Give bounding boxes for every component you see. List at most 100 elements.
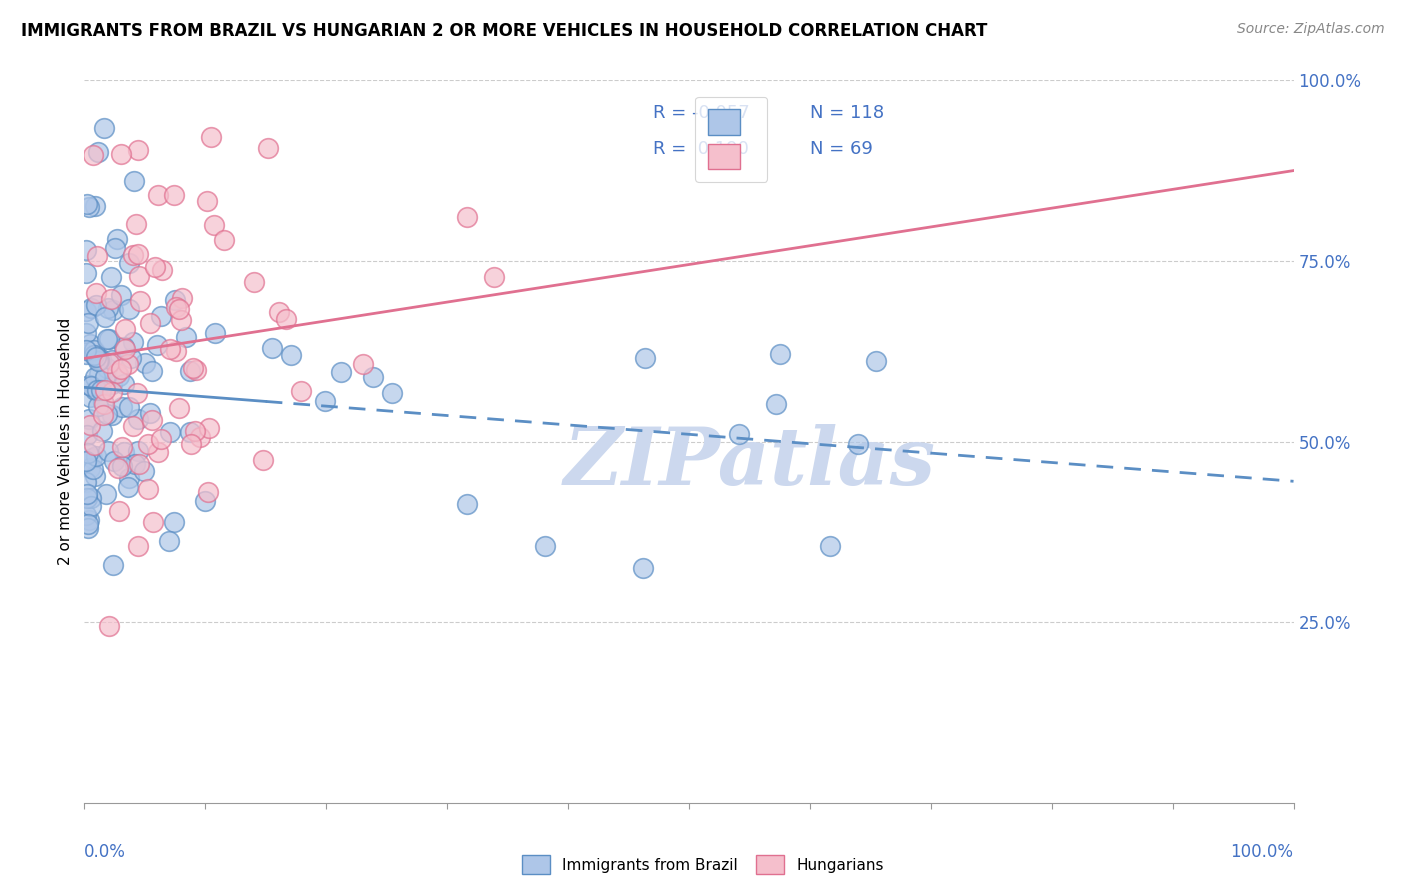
Point bbox=[120, 351, 142, 365]
Point bbox=[94, 310, 117, 324]
Point bbox=[80, 500, 103, 514]
Point bbox=[90, 352, 112, 367]
Point bbox=[82, 462, 104, 476]
Point bbox=[84, 468, 107, 483]
Point bbox=[143, 260, 166, 274]
Point bbox=[170, 291, 193, 305]
Point bbox=[96, 407, 118, 421]
Point bbox=[163, 516, 186, 530]
Point bbox=[76, 487, 98, 501]
Point bbox=[97, 444, 120, 458]
Point bbox=[105, 366, 128, 380]
Point bbox=[84, 450, 107, 464]
Point bbox=[101, 384, 124, 399]
Point bbox=[150, 309, 173, 323]
Point bbox=[84, 350, 107, 364]
Point bbox=[75, 266, 97, 280]
Point bbox=[75, 243, 97, 257]
Point bbox=[256, 141, 278, 155]
Point bbox=[101, 303, 124, 318]
Point bbox=[83, 438, 105, 452]
Point bbox=[212, 233, 235, 247]
Point bbox=[149, 432, 172, 446]
Point bbox=[136, 437, 159, 451]
Point bbox=[139, 406, 162, 420]
Point bbox=[165, 300, 187, 314]
Point bbox=[76, 428, 98, 442]
Text: ZIPatlas: ZIPatlas bbox=[564, 425, 935, 502]
Point bbox=[456, 497, 478, 511]
Point bbox=[80, 450, 103, 465]
Point bbox=[86, 354, 108, 368]
Text: 0.0%: 0.0% bbox=[84, 843, 127, 861]
Point bbox=[93, 121, 115, 136]
Point bbox=[146, 445, 169, 459]
Point bbox=[79, 513, 101, 527]
Point bbox=[846, 437, 869, 451]
Point bbox=[124, 174, 146, 188]
Point bbox=[118, 256, 141, 270]
Point bbox=[96, 360, 118, 375]
Point bbox=[142, 515, 165, 529]
Point bbox=[84, 348, 107, 362]
Point bbox=[110, 288, 132, 302]
Point bbox=[122, 335, 145, 350]
Point bbox=[89, 352, 111, 367]
Point bbox=[124, 457, 146, 471]
Point bbox=[101, 376, 124, 391]
Point bbox=[94, 383, 117, 397]
Point bbox=[127, 412, 149, 426]
Point bbox=[83, 370, 105, 384]
Point bbox=[77, 316, 100, 330]
Point bbox=[94, 370, 117, 384]
Point bbox=[111, 440, 134, 454]
Point bbox=[267, 305, 290, 319]
Point bbox=[75, 454, 97, 468]
Point bbox=[75, 508, 97, 522]
Point bbox=[110, 401, 132, 415]
Point bbox=[84, 298, 107, 312]
Point bbox=[77, 446, 100, 460]
Point bbox=[79, 417, 101, 432]
Point bbox=[87, 145, 110, 159]
Point bbox=[765, 397, 787, 411]
Point bbox=[118, 471, 141, 485]
Point bbox=[163, 188, 186, 202]
Point bbox=[136, 482, 159, 496]
Point bbox=[180, 436, 202, 450]
Point bbox=[75, 343, 97, 357]
Y-axis label: 2 or more Vehicles in Household: 2 or more Vehicles in Household bbox=[58, 318, 73, 566]
Point bbox=[84, 286, 107, 301]
Point bbox=[194, 494, 217, 508]
Text: IMMIGRANTS FROM BRAZIL VS HUNGARIAN 2 OR MORE VEHICLES IN HOUSEHOLD CORRELATION : IMMIGRANTS FROM BRAZIL VS HUNGARIAN 2 OR… bbox=[21, 22, 987, 40]
Point bbox=[104, 241, 127, 255]
Point bbox=[90, 424, 112, 438]
Point bbox=[260, 341, 283, 355]
Text: R =  0.190: R = 0.190 bbox=[652, 140, 748, 158]
Point bbox=[107, 461, 129, 475]
Point bbox=[167, 401, 190, 415]
Point bbox=[108, 503, 131, 517]
Point bbox=[86, 249, 108, 263]
Point bbox=[75, 347, 97, 361]
Point bbox=[101, 409, 124, 423]
Point bbox=[134, 464, 156, 478]
Point bbox=[82, 147, 104, 161]
Point bbox=[125, 217, 148, 231]
Point bbox=[111, 458, 134, 473]
Legend: , : , bbox=[695, 96, 768, 182]
Point bbox=[634, 351, 657, 366]
Point bbox=[91, 394, 114, 409]
Point bbox=[290, 384, 312, 398]
Point bbox=[280, 347, 302, 361]
Point bbox=[484, 270, 506, 285]
Point bbox=[100, 293, 122, 307]
Point bbox=[170, 313, 193, 327]
Point bbox=[80, 378, 103, 392]
Point bbox=[456, 210, 478, 224]
Point bbox=[146, 188, 169, 202]
Text: 100.0%: 100.0% bbox=[1230, 843, 1294, 861]
Point bbox=[128, 268, 150, 283]
Point bbox=[353, 357, 375, 371]
Point bbox=[167, 301, 190, 316]
